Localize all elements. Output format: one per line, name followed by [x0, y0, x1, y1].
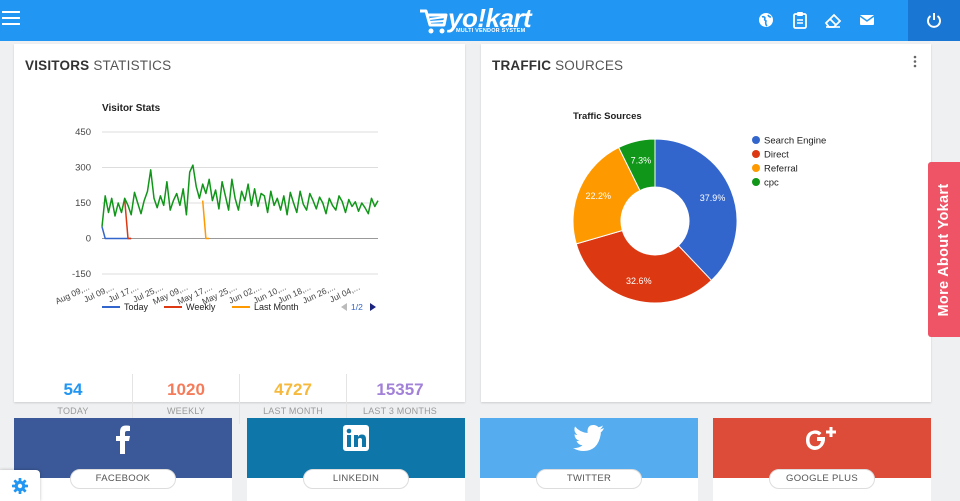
y-tick-label: 0 — [86, 234, 91, 245]
facebook-button[interactable]: FACEBOOK — [70, 469, 176, 489]
legend-label: cpc — [764, 178, 779, 189]
more-vertical-icon[interactable] — [911, 55, 919, 69]
side-tab-label: More About Yokart — [936, 183, 952, 316]
social-card-facebook[interactable]: FACEBOOK — [14, 418, 232, 501]
series-line-today — [101, 226, 132, 240]
legend-label: Last Month — [254, 302, 299, 312]
facebook-icon — [14, 424, 232, 459]
social-card-linkedin[interactable]: LINKEDIN — [247, 418, 465, 501]
legend-swatch — [752, 178, 760, 186]
visitors-card: VISITORS STATISTICS Visitor Stats 450 300 1… — [14, 44, 465, 424]
logo-subtitle: MULTI VENDOR SYSTEM — [456, 28, 526, 34]
stat-weekly-value: 1020 — [167, 380, 205, 399]
eraser-icon[interactable] — [823, 10, 843, 30]
legend-swatch — [752, 164, 760, 172]
top-bar: yo!kart MULTI VENDOR SYSTEM — [0, 0, 960, 41]
google-plus-icon — [713, 424, 931, 459]
legend-label: Search Engine — [764, 136, 826, 147]
legend-label: Direct — [764, 150, 789, 161]
traffic-card: TRAFFIC SOURCES Traffic Sources 37.9% 32.6… — [481, 44, 931, 402]
stat-divider — [346, 374, 347, 424]
menu-icon[interactable] — [2, 11, 20, 25]
linkedin-icon — [247, 424, 465, 457]
legend-swatch — [752, 136, 760, 144]
stat-last-3-months: 15357 LAST 3 MONTHS — [347, 380, 453, 416]
social-card-twitter[interactable]: TWITTER — [480, 418, 698, 501]
series-line-total — [101, 164, 379, 227]
legend-item: Last Month — [232, 302, 299, 312]
legend-next-icon — [370, 303, 376, 311]
y-tick-label: 150 — [75, 198, 91, 209]
legend-item: cpc — [752, 178, 779, 189]
slice-label: 32.6% — [626, 276, 652, 286]
stat-last-month-value: 4727 — [274, 380, 312, 399]
chart-title: Visitor Stats — [102, 103, 161, 114]
logo[interactable]: yo!kart MULTI VENDOR SYSTEM — [418, 3, 538, 37]
legend-label: Weekly — [186, 302, 216, 312]
mail-icon[interactable] — [857, 10, 877, 30]
stat-today: 54 TODAY — [20, 380, 126, 416]
y-tick-label: 450 — [75, 127, 91, 138]
y-tick-label: -150 — [72, 269, 91, 280]
pie-slice-direct — [575, 229, 713, 304]
stat-weekly-label: WEEKLY — [166, 406, 206, 416]
stat-divider — [132, 374, 133, 424]
series-line-last-month — [201, 200, 210, 240]
legend-item: Weekly — [164, 302, 216, 312]
slice-label: 37.9% — [700, 193, 726, 203]
social-card-footer — [247, 478, 465, 501]
social-card-footer — [14, 478, 232, 501]
legend-item: Search Engine — [752, 136, 826, 147]
pie-slice-search-engine — [654, 138, 738, 282]
legend-item: Referral — [752, 164, 798, 175]
power-button[interactable] — [908, 0, 960, 41]
stat-last-3-months-value: 15357 — [376, 380, 424, 399]
stat-last-month: 4727 LAST MONTH — [240, 380, 346, 416]
linkedin-button[interactable]: LINKEDIN — [303, 469, 409, 489]
stat-weekly: 1020 WEEKLY — [133, 380, 239, 416]
legend-label: Referral — [764, 164, 798, 175]
social-card-header — [713, 418, 931, 478]
legend-item: Today — [102, 302, 149, 312]
series-line-weekly — [123, 199, 132, 240]
legend-page-label: 1/2 — [351, 302, 363, 312]
social-card-footer — [480, 478, 698, 501]
stat-today-value: 54 — [63, 380, 83, 399]
gear-icon — [12, 478, 28, 494]
google-plus-button[interactable]: GOOGLE PLUS — [769, 469, 875, 489]
traffic-title: TRAFFIC SOURCES — [492, 58, 624, 73]
social-card-google-plus[interactable]: GOOGLE PLUS — [713, 418, 931, 501]
social-card-footer — [713, 478, 931, 501]
y-tick-label: 300 — [75, 163, 91, 174]
slice-label: 22.2% — [585, 191, 611, 201]
twitter-icon — [480, 424, 698, 459]
slice-label: 7.3% — [631, 156, 652, 166]
pie-slice-cpc — [618, 138, 656, 192]
twitter-button[interactable]: TWITTER — [536, 469, 642, 489]
chart-title: Traffic Sources — [573, 111, 642, 122]
cart-logo-icon — [420, 9, 448, 34]
pie-slice-referral — [572, 146, 641, 245]
logo-text: yo!kart — [448, 3, 532, 33]
stat-last-3-months-label: LAST 3 MONTHS — [363, 406, 437, 416]
stat-today-label: TODAY — [57, 406, 89, 416]
legend-label: Today — [124, 302, 149, 312]
legend-item: Direct — [752, 150, 789, 161]
traffic-pie-chart: Traffic Sources 37.9% 32.6% 22.2% 7.3% Search… — [572, 111, 826, 304]
more-about-yokart-tab[interactable]: More About Yokart — [928, 162, 960, 337]
settings-button[interactable] — [0, 470, 40, 501]
visitors-title: VISITORS STATISTICS — [25, 58, 172, 73]
legend-prev-icon — [341, 303, 347, 311]
stat-divider — [239, 374, 240, 424]
stat-last-month-label: LAST MONTH — [263, 406, 323, 416]
globe-icon[interactable] — [756, 10, 776, 30]
legend-swatch — [752, 150, 760, 158]
power-icon — [927, 13, 941, 28]
clipboard-icon[interactable] — [790, 10, 810, 30]
